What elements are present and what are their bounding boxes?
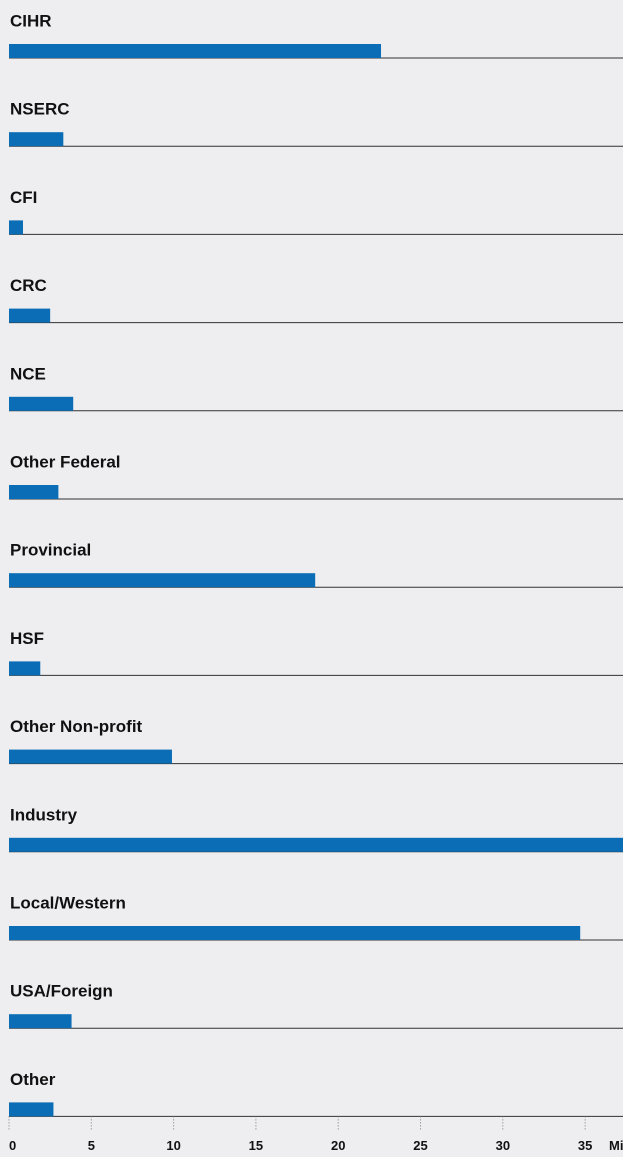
bar — [9, 926, 581, 940]
bar — [9, 1102, 54, 1117]
x-tick-label: 10 — [166, 1138, 180, 1153]
x-tick-label: 30 — [496, 1138, 510, 1153]
category-label: NSERC — [10, 100, 70, 119]
bar — [9, 661, 41, 676]
bar — [9, 1014, 72, 1029]
x-tick-label: 15 — [249, 1138, 263, 1153]
bar — [9, 573, 316, 588]
x-tick-label: 35 — [578, 1138, 592, 1153]
category-label: Other Non-profit — [10, 717, 143, 736]
bar — [9, 396, 74, 411]
category-label: Provincial — [10, 541, 91, 560]
x-tick-label: 20 — [331, 1138, 345, 1153]
x-tick-label: 5 — [88, 1138, 95, 1153]
bar — [9, 837, 623, 852]
category-label: Other — [10, 1070, 56, 1089]
category-label: Local/Western — [10, 893, 126, 912]
category-label: CIHR — [10, 11, 52, 30]
x-tick-label: 25 — [413, 1138, 427, 1153]
bar — [9, 749, 172, 764]
x-tick-label: 0 — [9, 1138, 16, 1153]
category-label: Other Federal — [10, 452, 121, 471]
category-label: USA/Foreign — [10, 982, 113, 1001]
bar — [9, 220, 23, 235]
category-label: NCE — [10, 364, 46, 383]
category-label: CFI — [10, 188, 37, 207]
bar — [9, 44, 382, 58]
category-label: CRC — [10, 276, 47, 295]
x-axis-label: Mi — [609, 1138, 623, 1153]
bar — [9, 132, 64, 147]
category-label: Industry — [10, 805, 78, 824]
bar — [9, 308, 51, 323]
category-label: HSF — [10, 629, 44, 648]
bar — [9, 485, 59, 499]
